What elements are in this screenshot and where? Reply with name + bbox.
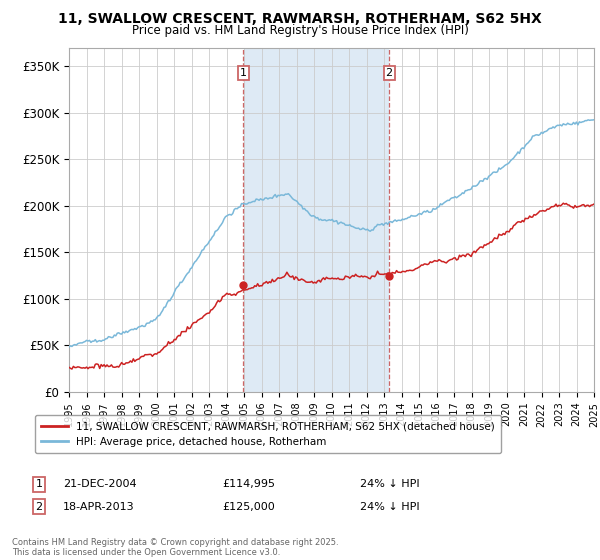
Text: 18-APR-2013: 18-APR-2013 bbox=[63, 502, 134, 512]
Legend: 11, SWALLOW CRESCENT, RAWMARSH, ROTHERHAM, S62 5HX (detached house), HPI: Averag: 11, SWALLOW CRESCENT, RAWMARSH, ROTHERHA… bbox=[35, 415, 501, 453]
Text: 1: 1 bbox=[35, 479, 43, 489]
Text: £114,995: £114,995 bbox=[222, 479, 275, 489]
Text: 2: 2 bbox=[35, 502, 43, 512]
Text: 24% ↓ HPI: 24% ↓ HPI bbox=[360, 502, 419, 512]
Text: 21-DEC-2004: 21-DEC-2004 bbox=[63, 479, 137, 489]
Text: Price paid vs. HM Land Registry's House Price Index (HPI): Price paid vs. HM Land Registry's House … bbox=[131, 24, 469, 36]
Text: Contains HM Land Registry data © Crown copyright and database right 2025.
This d: Contains HM Land Registry data © Crown c… bbox=[12, 538, 338, 557]
Text: £125,000: £125,000 bbox=[222, 502, 275, 512]
Text: 11, SWALLOW CRESCENT, RAWMARSH, ROTHERHAM, S62 5HX: 11, SWALLOW CRESCENT, RAWMARSH, ROTHERHA… bbox=[58, 12, 542, 26]
Text: 24% ↓ HPI: 24% ↓ HPI bbox=[360, 479, 419, 489]
Text: 2: 2 bbox=[386, 68, 392, 78]
Text: 1: 1 bbox=[240, 68, 247, 78]
